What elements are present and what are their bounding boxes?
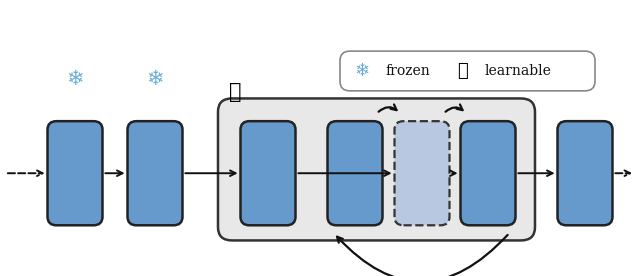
FancyBboxPatch shape [340,51,595,91]
FancyBboxPatch shape [328,121,383,225]
FancyBboxPatch shape [394,121,449,225]
FancyBboxPatch shape [241,121,296,225]
FancyBboxPatch shape [218,99,535,240]
FancyBboxPatch shape [461,121,515,225]
Text: frozen: frozen [385,64,429,78]
Text: ❄: ❄ [576,69,594,89]
Text: 🔥: 🔥 [456,62,467,80]
Text: 🔥: 🔥 [228,82,241,102]
Text: ❄: ❄ [67,69,84,89]
Text: ❄: ❄ [355,62,369,80]
Text: learnable: learnable [485,64,552,78]
FancyBboxPatch shape [557,121,612,225]
FancyBboxPatch shape [127,121,182,225]
Text: ❄: ❄ [147,69,164,89]
FancyBboxPatch shape [47,121,102,225]
